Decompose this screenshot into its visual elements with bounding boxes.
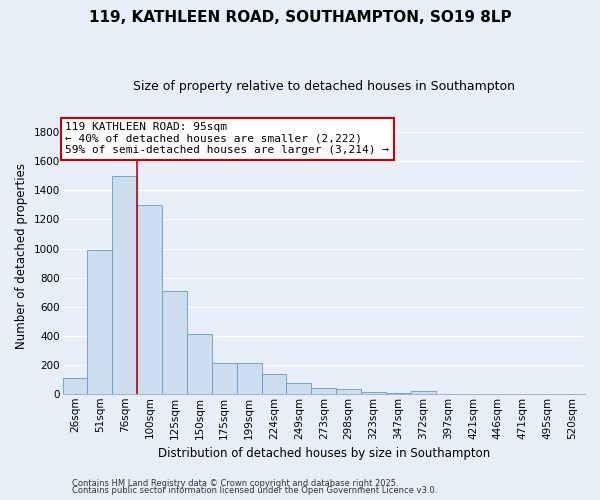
Bar [137,205,162,394]
Bar [212,362,237,394]
Title: Size of property relative to detached houses in Southampton: Size of property relative to detached ho… [133,80,515,93]
Bar [311,388,336,394]
Bar [162,290,187,394]
Text: 119 KATHLEEN ROAD: 95sqm
← 40% of detached houses are smaller (2,222)
59% of sem: 119 KATHLEEN ROAD: 95sqm ← 40% of detach… [65,122,389,156]
Bar [386,393,411,394]
Text: 119, KATHLEEN ROAD, SOUTHAMPTON, SO19 8LP: 119, KATHLEEN ROAD, SOUTHAMPTON, SO19 8L… [89,10,511,25]
Bar [286,383,311,394]
X-axis label: Distribution of detached houses by size in Southampton: Distribution of detached houses by size … [158,447,490,460]
Y-axis label: Number of detached properties: Number of detached properties [15,163,28,349]
Bar [411,391,436,394]
Bar [262,374,286,394]
Bar [112,176,137,394]
Text: Contains public sector information licensed under the Open Government Licence v3: Contains public sector information licen… [72,486,437,495]
Bar [88,250,112,394]
Bar [62,378,88,394]
Bar [187,334,212,394]
Text: Contains HM Land Registry data © Crown copyright and database right 2025.: Contains HM Land Registry data © Crown c… [72,478,398,488]
Bar [361,392,386,394]
Bar [237,362,262,394]
Bar [336,390,361,394]
